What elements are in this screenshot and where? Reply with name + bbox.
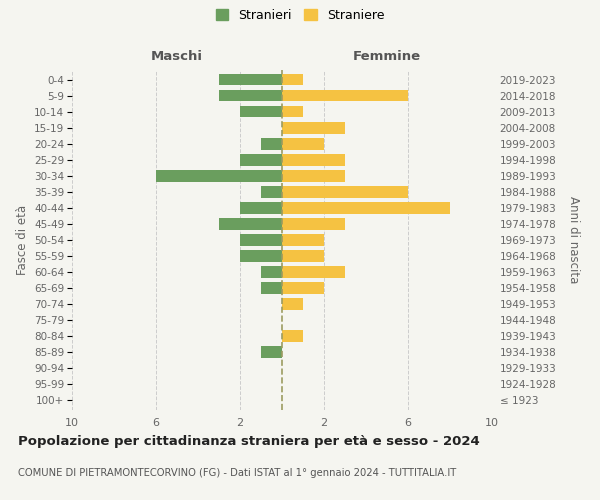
Bar <box>219 218 282 230</box>
Bar <box>282 282 324 294</box>
Bar <box>282 298 303 310</box>
Text: Femmine: Femmine <box>353 50 421 63</box>
Y-axis label: Anni di nascita: Anni di nascita <box>568 196 580 284</box>
Bar <box>261 186 282 198</box>
Bar <box>240 202 282 213</box>
Bar <box>282 122 345 134</box>
Bar <box>240 250 282 262</box>
Legend: Stranieri, Straniere: Stranieri, Straniere <box>216 8 384 22</box>
Bar <box>156 170 282 181</box>
Bar <box>261 282 282 294</box>
Bar <box>240 154 282 166</box>
Bar <box>240 234 282 246</box>
Bar <box>282 154 345 166</box>
Text: Maschi: Maschi <box>151 50 203 63</box>
Y-axis label: Fasce di età: Fasce di età <box>16 205 29 275</box>
Bar <box>219 90 282 102</box>
Bar <box>282 218 345 230</box>
Bar <box>282 202 450 213</box>
Bar <box>282 138 324 149</box>
Bar <box>219 74 282 86</box>
Bar <box>282 170 345 181</box>
Bar <box>282 330 303 342</box>
Text: COMUNE DI PIETRAMONTECORVINO (FG) - Dati ISTAT al 1° gennaio 2024 - TUTTITALIA.I: COMUNE DI PIETRAMONTECORVINO (FG) - Dati… <box>18 468 456 477</box>
Text: Popolazione per cittadinanza straniera per età e sesso - 2024: Popolazione per cittadinanza straniera p… <box>18 435 480 448</box>
Bar <box>261 266 282 278</box>
Bar <box>261 346 282 358</box>
Bar <box>261 138 282 149</box>
Bar <box>240 106 282 118</box>
Bar <box>282 186 408 198</box>
Bar <box>282 74 303 86</box>
Bar <box>282 90 408 102</box>
Bar <box>282 250 324 262</box>
Bar <box>282 234 324 246</box>
Bar <box>282 106 303 118</box>
Bar <box>282 266 345 278</box>
